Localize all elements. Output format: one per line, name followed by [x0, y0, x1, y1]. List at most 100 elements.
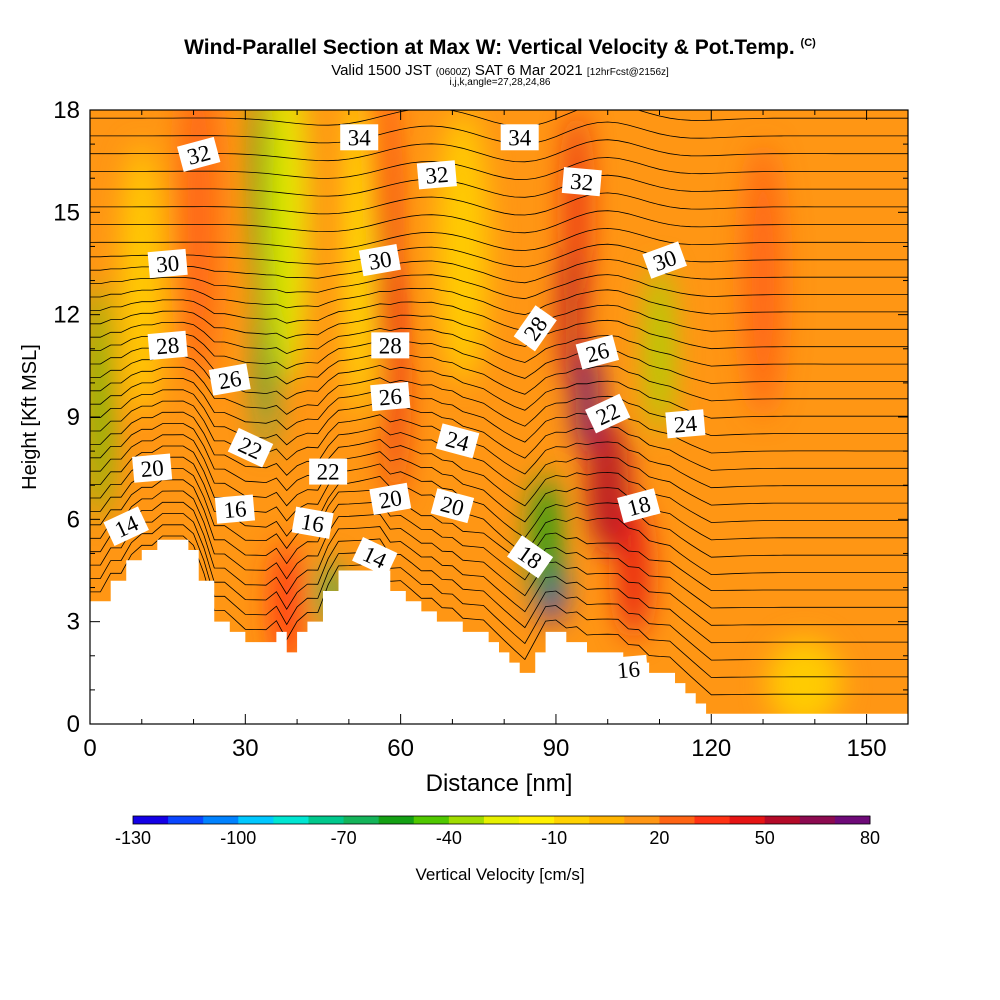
x-tick-label: 60: [387, 735, 414, 762]
isentrope-line: [90, 274, 908, 300]
x-axis-label: Distance [nm]: [426, 770, 573, 797]
y-axis-label: Height [Kft MSL]: [19, 344, 41, 490]
isentrope-label-box: [309, 458, 348, 485]
colorbar-swatch: [519, 816, 555, 824]
isentrope-line: [90, 321, 908, 367]
isentrope-line: [90, 287, 908, 316]
x-axis: 0 30 60 90 120 150: [83, 110, 887, 762]
colorbar-tick-label: -10: [541, 828, 567, 848]
isentrope-label-box: [371, 332, 410, 359]
isentrope-line: [90, 243, 908, 268]
isentrope-label: 24: [665, 409, 706, 439]
copyright-mark: (C): [800, 37, 816, 49]
isentrope-label: 32: [177, 136, 221, 172]
isentrope-label-text: 26: [216, 366, 243, 395]
y-tick-label: 0: [67, 711, 80, 738]
y-tick-label: 15: [53, 199, 80, 226]
isentrope-label-box: [291, 506, 334, 539]
x-tick-label: 90: [543, 735, 570, 762]
isentrope-line: [90, 110, 908, 127]
velocity-feature: [90, 280, 111, 520]
isentrope-line: [90, 434, 908, 541]
colorbar-frame: [132, 815, 871, 825]
isentrope-label: 32: [561, 167, 602, 197]
isentrope-label-box: [435, 423, 480, 459]
colorbar-swatch: [799, 816, 836, 824]
isentrope-line: [90, 513, 908, 661]
velocity-feature: [742, 144, 784, 418]
isentrope-label-text: 32: [569, 169, 594, 196]
isentrope-label-text: 26: [378, 384, 403, 411]
colorbar-swatch: [448, 816, 485, 824]
isentrope-label-box: [617, 488, 661, 524]
isentrope-line: [90, 524, 908, 678]
isentrope-label-box: [507, 535, 554, 579]
isentrope-label: 26: [370, 381, 411, 412]
terrain-mask: [90, 539, 908, 724]
isentrope-line: [90, 378, 908, 454]
colorbar-swatch: [378, 816, 415, 824]
isentrope-label: 22: [309, 458, 348, 485]
isentrope-label: 16: [608, 654, 649, 685]
isentrope-label: 30: [358, 243, 401, 277]
colorbar-swatch: [133, 816, 169, 824]
x-tick-label: 0: [83, 735, 96, 762]
isentrope-label-box: [416, 160, 457, 190]
isentrope-label-text: 34: [508, 125, 532, 150]
colorbar-swatch: [308, 816, 345, 824]
isentrope-label: 26: [208, 363, 251, 396]
isentrope-label: 24: [435, 423, 480, 459]
isentrope-label-box: [585, 393, 631, 434]
isentrope-line: [90, 501, 908, 644]
isentrope-label-text: 16: [616, 656, 641, 683]
isentrope-label-text: 20: [140, 455, 165, 482]
isentrope-label-box: [369, 482, 412, 515]
isentrope-line: [90, 366, 908, 437]
isentrope-label-box: [370, 381, 411, 412]
isentrope-label-box: [561, 167, 602, 197]
isentrope-label: 16: [214, 494, 256, 524]
isentrope-line: [90, 227, 908, 251]
isentrope-label: 34: [500, 124, 539, 151]
isentrope-label-box: [147, 248, 188, 279]
colorbar-swatch: [238, 816, 274, 824]
colorbar-tick-label: -100: [220, 828, 256, 848]
y-tick-label: 18: [53, 97, 80, 124]
isentrope-line: [90, 400, 908, 489]
colorbar-swatch: [273, 816, 309, 824]
y-tick-label: 12: [53, 302, 80, 329]
isentrope-label: 20: [430, 488, 475, 524]
y-tick-label: 3: [67, 609, 80, 636]
isentrope-line: [90, 174, 908, 198]
isentrope-label: 32: [416, 160, 457, 190]
velocity-feature: [646, 263, 673, 435]
colorbar-label: Vertical Velocity [cm/s]: [415, 865, 584, 884]
colorbar-tick-label: -40: [436, 828, 462, 848]
isentrope-label-box: [177, 136, 221, 172]
y-tick-label: 6: [67, 506, 80, 533]
isentrope-label-box: [358, 243, 401, 277]
isentrope-label: 20: [132, 453, 173, 483]
colorbar-swatch: [483, 816, 520, 824]
colorbar-tick-label: -70: [331, 828, 357, 848]
isentrope-line: [90, 468, 908, 592]
isentrope-line: [90, 121, 908, 145]
x-tick-label: 120: [691, 735, 731, 762]
isentrope-line: [90, 258, 908, 284]
isentrope-line: [90, 479, 908, 609]
colorbar-tick-label: 80: [860, 828, 880, 848]
colorbar-swatch: [729, 816, 766, 824]
isentrope-label-text: 28: [379, 333, 402, 358]
isentrope-label-box: [665, 409, 706, 439]
isentrope-label-text: 20: [377, 485, 404, 514]
colorbar-swatch: [343, 816, 380, 824]
isentrope-label-box: [642, 241, 687, 279]
colorbar-tick-label: 50: [755, 828, 775, 848]
y-tick-label: 9: [67, 404, 80, 431]
isentrope-label-box: [208, 363, 251, 396]
isentrope-label-box: [132, 453, 173, 483]
isentrope-label-box: [513, 305, 557, 352]
isentrope-label-text: 30: [367, 246, 394, 275]
